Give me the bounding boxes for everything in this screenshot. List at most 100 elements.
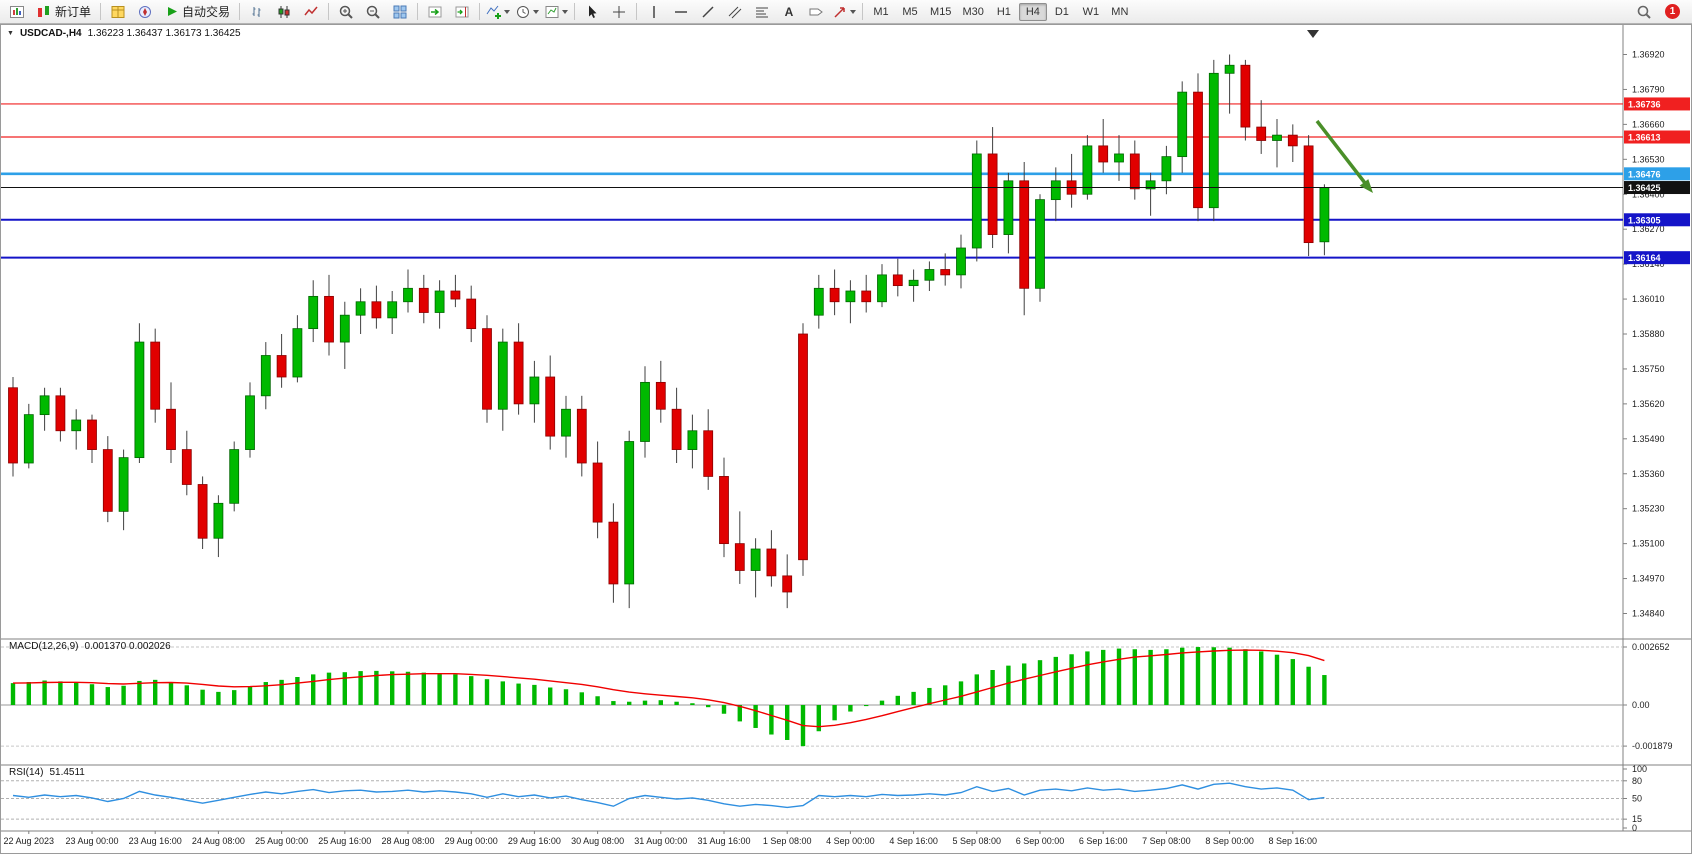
macd-histogram-bar — [848, 705, 853, 712]
trendline-button[interactable] — [695, 2, 721, 22]
macd-panel-label: MACD(12,26,9) 0.001370 0.002026 — [9, 641, 171, 652]
chart-canvas[interactable]: 1.36920 1.36790 1.36660 1.36530 1.36400 1.362… — [1, 25, 1691, 853]
macd-histogram-bar — [137, 680, 142, 705]
timeframe-button-m5[interactable]: M5 — [902, 5, 918, 18]
macd-histogram-bar — [10, 683, 16, 705]
horizontal-line-button[interactable] — [668, 2, 694, 22]
macd-histogram-bar — [89, 684, 95, 705]
notification-badge[interactable]: 1 — [1665, 4, 1680, 19]
rsi-axis-label: 50 — [1632, 794, 1642, 804]
timeframe-button-m30[interactable]: M30 — [962, 5, 984, 18]
cursor-button[interactable] — [579, 2, 605, 22]
macd-histogram-bar — [58, 681, 63, 705]
timeframe-button-m15[interactable]: M15 — [930, 5, 952, 18]
macd-histogram-bar — [1132, 649, 1137, 705]
time-axis-label: 5 Sep 08:00 — [953, 836, 1002, 846]
rsi-axis-label: 15 — [1632, 814, 1642, 824]
timeframe-button-h1[interactable]: H1 — [996, 5, 1011, 18]
price-tick-label: 1.36010 — [1632, 294, 1665, 304]
price-tick-label: 1.36400 — [1632, 189, 1665, 199]
price-badge-label: 1.36305 — [1628, 215, 1661, 225]
macd-histogram-bar — [342, 672, 347, 705]
time-axis-label: 22 Aug 2023 — [4, 836, 55, 846]
tile-windows-button[interactable] — [387, 2, 413, 22]
macd-histogram-bar — [721, 705, 727, 714]
macd-signal-line — [12, 649, 1325, 728]
candle-bear — [892, 274, 903, 287]
timeframe-button-d1[interactable]: D1 — [1054, 5, 1069, 18]
chart-shift-button[interactable] — [449, 2, 475, 22]
annotation-arrow-line[interactable] — [1315, 119, 1367, 185]
navigator-button[interactable] — [132, 2, 158, 22]
line-chart-button[interactable] — [298, 2, 324, 22]
price-tick-label: 1.35230 — [1632, 504, 1665, 514]
time-axis-label: 31 Aug 00:00 — [634, 836, 687, 846]
rsi-panel-label: RSI(14) 51.4511 — [9, 767, 85, 778]
macd-axis-label: 0.002652 — [1632, 642, 1670, 652]
candle-bull — [750, 548, 761, 571]
macd-histogram-bar — [326, 672, 332, 705]
timeframe-button-w1[interactable]: W1 — [1082, 5, 1100, 18]
toolbar-separator — [100, 3, 102, 20]
indicators-button[interactable] — [484, 2, 512, 22]
zoom-in-button[interactable] — [333, 2, 359, 22]
macd-histogram-bar — [1195, 647, 1201, 705]
price-tick-label: 1.35620 — [1632, 399, 1665, 409]
zoom-out-button[interactable] — [360, 2, 386, 22]
chart-shift-marker[interactable] — [1307, 30, 1319, 38]
macd-histogram-bar — [1180, 647, 1185, 705]
candle-bear — [608, 521, 619, 585]
search-button[interactable] — [1631, 2, 1657, 22]
timeframe-button-mn[interactable]: MN — [1111, 5, 1129, 18]
time-axis-label: 29 Aug 00:00 — [445, 836, 498, 846]
candle-bear — [1098, 145, 1109, 163]
candle-bull — [1114, 153, 1124, 163]
timeframe-button-h4[interactable]: H4 — [1018, 2, 1047, 21]
candle-bull — [529, 376, 540, 405]
price-tick-label: 1.35750 — [1632, 364, 1665, 374]
arrows-button[interactable] — [830, 2, 858, 22]
toolbar: 新订单 自动交易 — [0, 0, 1692, 24]
candle-bear — [592, 462, 603, 523]
candlestick-chart-button[interactable] — [271, 2, 297, 22]
bar-chart-button[interactable] — [244, 2, 270, 22]
time-axis-label: 7 Sep 08:00 — [1142, 836, 1191, 846]
time-axis-label: 1 Sep 08:00 — [763, 836, 812, 846]
macd-axis-label: -0.001879 — [1632, 741, 1673, 751]
macd-histogram-bar — [263, 682, 268, 705]
market-watch-button[interactable] — [105, 2, 131, 22]
candle-bear — [418, 287, 429, 313]
zoom-out-icon — [366, 5, 380, 19]
templates-button[interactable] — [542, 2, 570, 22]
auto-scroll-icon — [428, 6, 442, 17]
price-badge — [1624, 97, 1690, 111]
channel-button[interactable] — [722, 2, 748, 22]
text-label-button[interactable] — [803, 2, 829, 22]
one-click-trading-toggle[interactable]: ▼ — [7, 30, 14, 37]
indicators-icon — [486, 5, 502, 19]
chart-window: 1.36920 1.36790 1.36660 1.36530 1.36400 1.362… — [0, 24, 1692, 854]
price-badge — [1624, 167, 1690, 181]
new-chart-button[interactable] — [4, 2, 30, 22]
bar-chart-icon — [252, 6, 261, 17]
time-axis-label: 25 Aug 00:00 — [255, 836, 308, 846]
fibonacci-button[interactable] — [749, 2, 775, 22]
candle-bear — [987, 153, 998, 235]
timeframe-button-m1[interactable]: M1 — [873, 5, 889, 18]
new-order-button[interactable]: 新订单 — [31, 2, 96, 22]
timeframe-group: M1 M5 M15 M30 H1 H4 D1 W1 MN — [867, 2, 1134, 21]
auto-scroll-button[interactable] — [422, 2, 448, 22]
time-axis-label: 23 Aug 00:00 — [65, 836, 118, 846]
candle-bull — [118, 457, 129, 512]
vertical-line-button[interactable] — [641, 2, 667, 22]
candle-bear — [829, 287, 840, 303]
time-axis-label: 31 Aug 16:00 — [697, 836, 750, 846]
autotrading-button[interactable]: 自动交易 — [159, 2, 235, 22]
candle-bull — [403, 287, 413, 303]
macd-histogram-bar — [974, 674, 979, 705]
crosshair-button[interactable] — [606, 2, 632, 22]
candle-bull — [1208, 72, 1219, 209]
macd-histogram-bar — [437, 673, 442, 705]
periods-button[interactable] — [513, 2, 541, 22]
text-tool-button[interactable]: A — [776, 2, 802, 22]
